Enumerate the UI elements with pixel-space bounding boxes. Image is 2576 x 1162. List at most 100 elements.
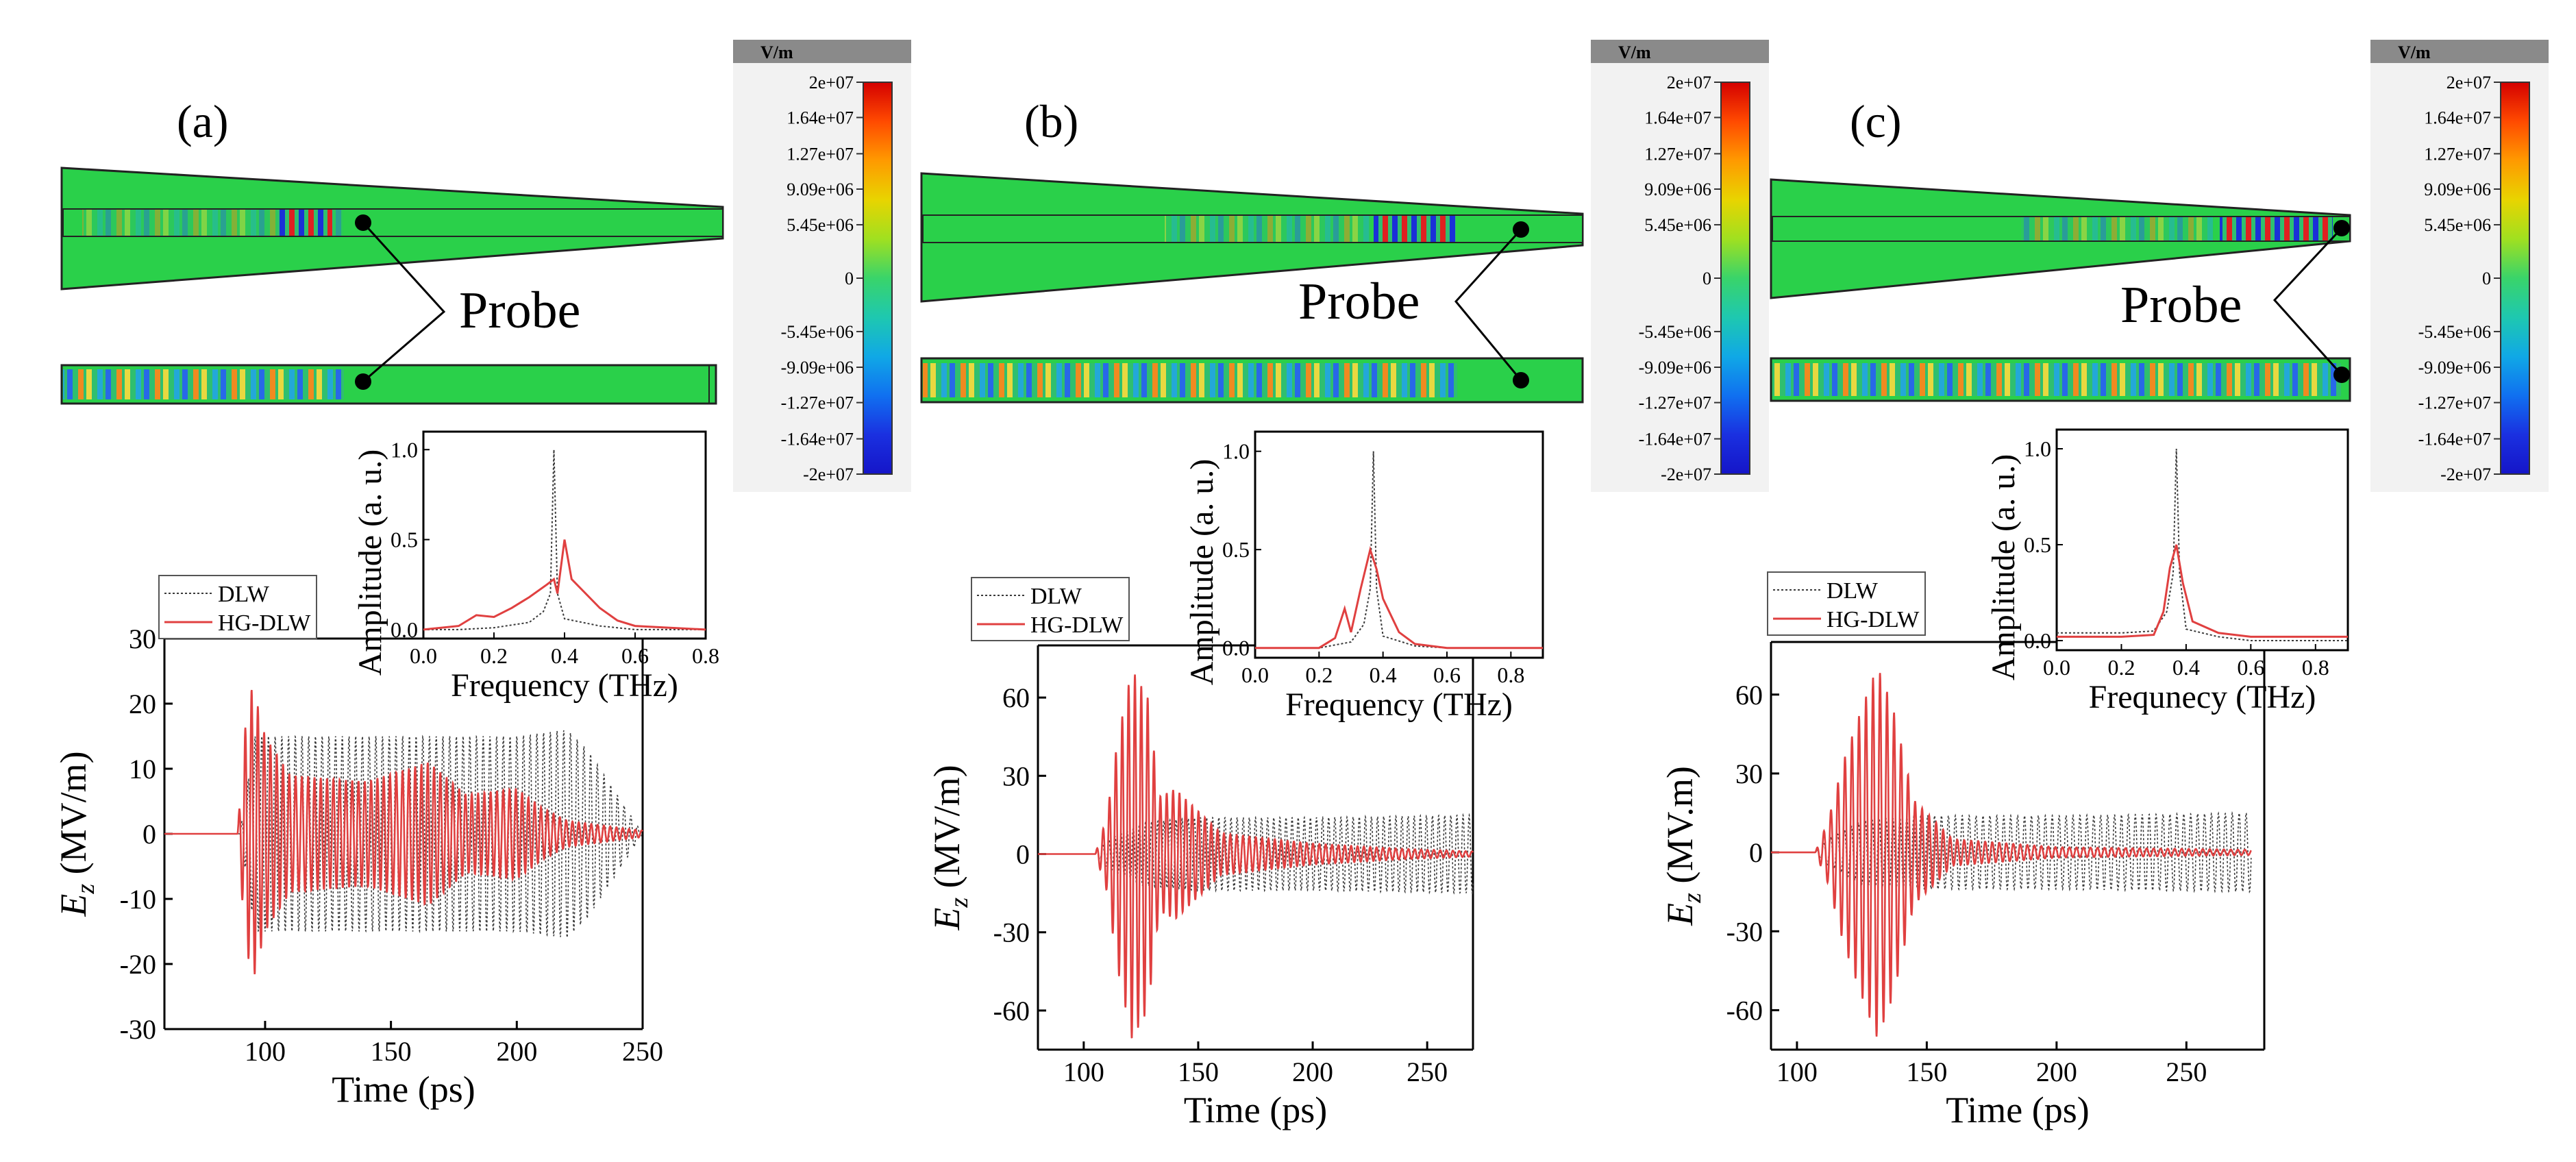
inset-frame xyxy=(2055,428,2349,652)
x-axis-label: Time (ps) xyxy=(1184,1089,1328,1130)
x-tick-label: 250 xyxy=(1407,1056,1448,1087)
colorbar-tick-label: 9.09e+06 xyxy=(2424,180,2491,199)
colorbar-tick-label: -5.45e+06 xyxy=(781,322,854,342)
x-tick-label: 100 xyxy=(245,1036,286,1067)
colorbar-tick-label: -1.27e+07 xyxy=(781,393,854,413)
colorbar: V/m 2e+07 1.64e+07 1.27e+07 9.09e+06 5.45e+06… xyxy=(733,40,911,492)
colorbar-tick-label: 1.27e+07 xyxy=(787,144,854,164)
colorbar-tick-label: -2e+07 xyxy=(1661,465,1711,484)
series-hg-dlw-spectrum xyxy=(423,539,706,631)
colorbar-header xyxy=(2370,40,2549,63)
y-tick-label: 20 xyxy=(129,689,156,719)
y-tick-label: 30 xyxy=(129,623,156,654)
inset-x-axis-label: Frequency (THz) xyxy=(1285,687,1513,723)
y-tick-label: -30 xyxy=(993,917,1030,948)
inset-y-tick-label: 0.0 xyxy=(1222,636,1250,660)
x-axis-label: Time (ps) xyxy=(1946,1089,2090,1130)
colorbar-tick-label: 5.45e+06 xyxy=(2424,215,2491,235)
y-tick-label: 0 xyxy=(143,819,156,850)
legend-label-dlw: DLW xyxy=(1030,584,1082,609)
waveguide-tapered-c xyxy=(1770,178,2351,299)
colorbar-tick-label: -1.64e+07 xyxy=(2418,430,2491,449)
colorbar: V/m 2e+07 1.64e+07 1.27e+07 9.09e+06 5.45e+06… xyxy=(1591,40,1769,492)
waveguide-tapered-b xyxy=(920,172,1584,303)
colorbar-tick-label: 1.64e+07 xyxy=(1644,108,1711,127)
inset-y-tick-label: 0.5 xyxy=(1222,537,1250,562)
chart-a: 100 150 200 250 -30 -20 -10 0 10 20 30 Time (ps) Ez … xyxy=(53,430,719,1110)
x-tick-label: 150 xyxy=(1178,1056,1219,1087)
panel-b: (b) Probe xyxy=(920,95,1584,404)
y-tick-label: -10 xyxy=(120,884,156,915)
panel-c: (c) Probe xyxy=(1770,95,2351,402)
colorbar-tick-label: -1.27e+07 xyxy=(2418,393,2491,413)
x-tick-label: 200 xyxy=(496,1036,537,1067)
series-hg-dlw-time xyxy=(1771,673,2252,1037)
colorbar-tick-label: 2e+07 xyxy=(809,73,854,92)
probe-label: Probe xyxy=(459,282,580,339)
legend-box xyxy=(1767,571,1926,636)
inset-x-axis-label: Frequnecy (THz) xyxy=(2089,679,2316,715)
panel-label-b: (b) xyxy=(1024,95,1078,147)
probe-pointer xyxy=(2272,227,2343,376)
probe-pointer xyxy=(362,221,446,383)
colorbar-tick-label: 0 xyxy=(1702,269,1711,288)
colorbar-tick-label: 9.09e+06 xyxy=(1644,180,1711,199)
y-tick-label: 0 xyxy=(1016,839,1030,870)
x-tick-label: 200 xyxy=(2036,1056,2077,1087)
waveguide-straight-b xyxy=(920,357,1584,404)
probe-pointer xyxy=(1454,228,1522,381)
colorbar-unit: V/m xyxy=(2398,42,2431,62)
legend-label-hg-dlw: HG-DLW xyxy=(1826,607,1920,632)
inset-y-tick-label: 1.0 xyxy=(391,437,418,462)
inset-x-tick-label: 0.4 xyxy=(2172,655,2200,680)
series-dlw-time xyxy=(1038,813,1474,895)
x-tick-label: 150 xyxy=(1906,1056,1947,1087)
y-tick-label: 60 xyxy=(1735,680,1763,710)
colorbar-tick-label: 1.64e+07 xyxy=(2424,108,2491,127)
colorbar-tick-label: -9.09e+06 xyxy=(1639,358,1711,378)
series-dlw-spectrum xyxy=(1255,451,1543,649)
inset-x-tick-label: 0.2 xyxy=(2107,655,2135,680)
colorbar-tick-label: 1.27e+07 xyxy=(2424,144,2491,164)
inset-y-tick-label: 0.5 xyxy=(2024,532,2051,557)
series-dlw-spectrum xyxy=(423,449,706,630)
colorbar-tick-label: 5.45e+06 xyxy=(1644,215,1711,235)
legend: DLW HG-DLW xyxy=(158,575,317,639)
colorbar-tick-label: 0 xyxy=(845,269,854,288)
colorbar-tick-label: -2e+07 xyxy=(803,465,854,484)
y-tick-label: -60 xyxy=(1726,995,1763,1026)
inset-frame xyxy=(1254,430,1544,659)
x-tick-label: 250 xyxy=(622,1036,663,1067)
inset-y-axis-label: Amplitude (a. u.) xyxy=(1184,459,1220,686)
y-tick-label: 60 xyxy=(1002,682,1030,713)
colorbar-gradient xyxy=(863,82,893,475)
inset-x-tick-label: 0.0 xyxy=(1241,663,1269,687)
y-tick-label: 30 xyxy=(1002,761,1030,791)
inset-y-tick-label: 1.0 xyxy=(1222,439,1250,464)
chart-b: 100 150 200 250 -60 -30 0 30 60 Time (ps) Ez (MV/m… xyxy=(926,430,1544,1130)
colorbar-tick-label: -2e+07 xyxy=(2440,465,2491,484)
colorbar-tick-label: -9.09e+06 xyxy=(2418,358,2491,378)
inset-x-axis-label: Frequency (THz) xyxy=(451,667,678,704)
x-tick-label: 200 xyxy=(1292,1056,1333,1087)
colorbar-tick-label: 1.64e+07 xyxy=(787,108,854,127)
y-axis-label: Ez (MV/m) xyxy=(53,751,100,917)
colorbar-tick-label: -1.27e+07 xyxy=(1639,393,1711,413)
inset-y-tick-label: 0.5 xyxy=(391,528,418,552)
x-tick-label: 150 xyxy=(371,1036,412,1067)
y-tick-label: 30 xyxy=(1735,758,1763,789)
y-tick-label: -20 xyxy=(120,949,156,980)
series-hg-dlw-time xyxy=(164,689,643,975)
legend-label-dlw: DLW xyxy=(218,582,270,607)
inset-frame xyxy=(422,430,707,640)
panel-a: (a) Probe xyxy=(60,95,724,405)
legend: DLW HG-DLW xyxy=(1767,571,1926,636)
inset-x-tick-label: 0.4 xyxy=(1370,663,1397,687)
inset-x-tick-label: 0.6 xyxy=(2237,655,2264,680)
y-tick-label: -30 xyxy=(120,1014,156,1045)
colorbar-tick-label: -1.64e+07 xyxy=(781,430,854,449)
colorbar-tick-label: 9.09e+06 xyxy=(787,180,854,199)
inset-spectrum: 0.0 0.2 0.4 0.6 0.8 0.0 0.5 1.0 Frequnecy (THz) A… xyxy=(1985,428,2349,715)
legend: DLW HG-DLW xyxy=(971,577,1130,641)
